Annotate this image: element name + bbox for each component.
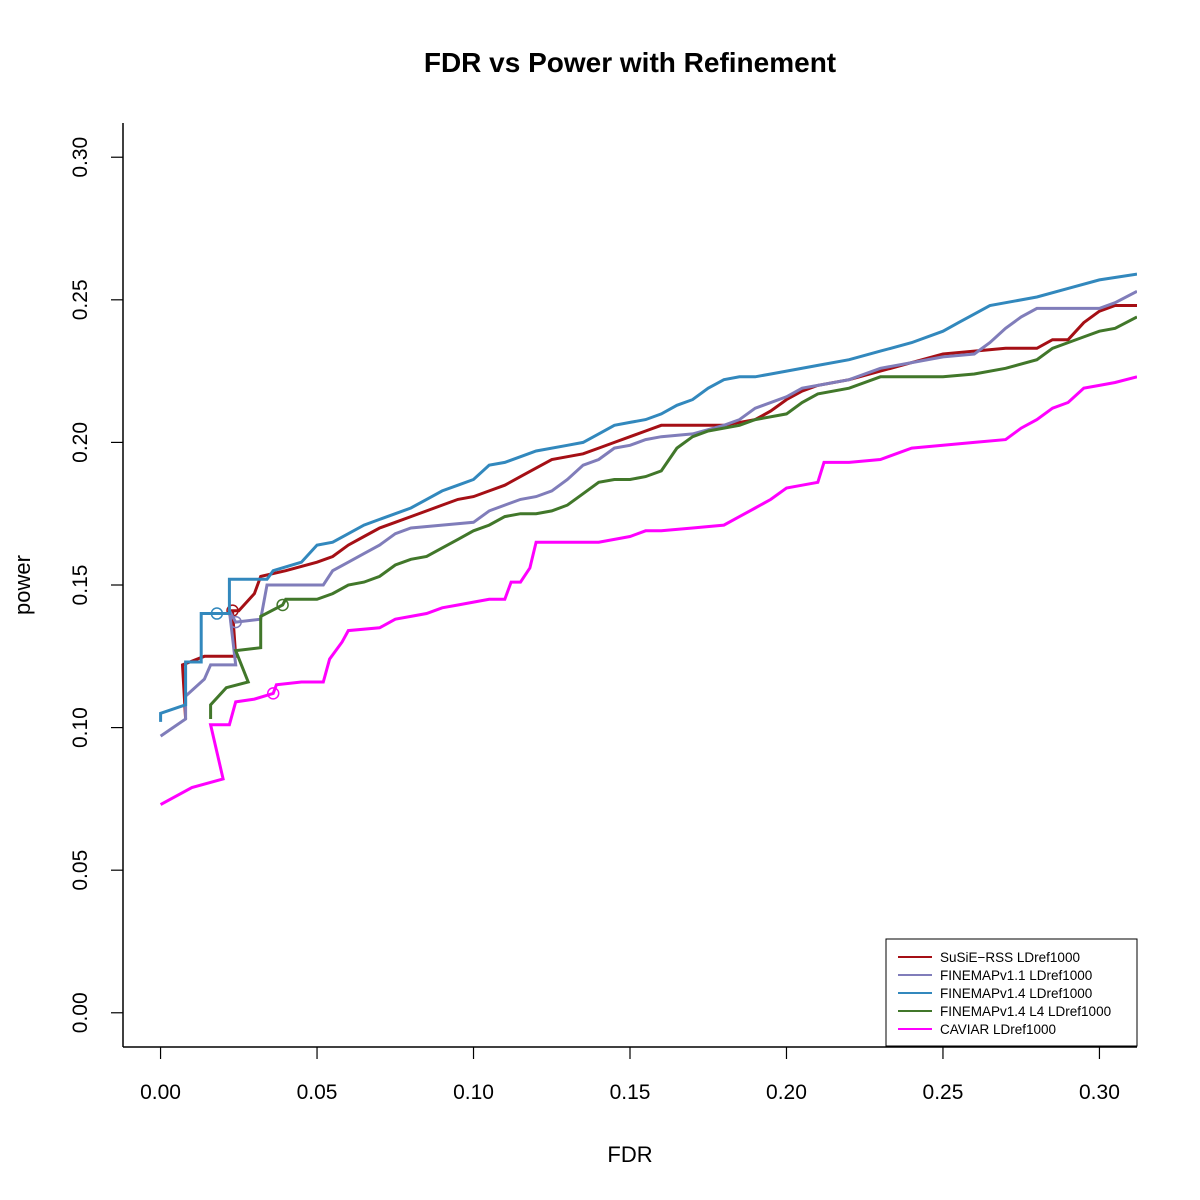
series-marker-3: [276, 598, 289, 612]
legend-label-finemap11: FINEMAPv1.1 LDref1000: [940, 968, 1092, 983]
series-line-3: [209, 315, 1137, 719]
series-3: [209, 315, 1137, 719]
y-tick-label: 0.00: [69, 992, 92, 1033]
series-2: [159, 272, 1137, 722]
series-0: [180, 304, 1137, 720]
legend-label-caviar: CAVIAR LDref1000: [940, 1022, 1056, 1037]
series-marker-4: [266, 687, 280, 700]
legend-label-finemap14-l4: FINEMAPv1.4 L4 LDref1000: [940, 1004, 1111, 1019]
series-4: [159, 375, 1137, 806]
y-tick-label: 0.25: [69, 279, 92, 320]
x-tick-label: 0.10: [453, 1081, 494, 1104]
series-layer: [159, 272, 1137, 806]
y-tick-label: 0.20: [69, 422, 92, 463]
chart-title: FDR vs Power with Refinement: [424, 47, 836, 78]
series-marker-2: [210, 607, 224, 620]
series-line-1: [159, 289, 1137, 738]
x-tick-label: 0.00: [140, 1081, 181, 1104]
legend-entry-susie: SuSiE−RSS LDref1000: [898, 950, 1080, 965]
series-marker-1: [229, 615, 242, 629]
x-tick-label: 0.15: [610, 1081, 651, 1104]
x-tick-label: 0.05: [297, 1081, 338, 1104]
y-tick-label: 0.10: [69, 707, 92, 748]
legend-entry-finemap11: FINEMAPv1.1 LDref1000: [898, 968, 1092, 983]
legend: SuSiE−RSS LDref1000 FINEMAPv1.1 LDref100…: [885, 938, 1138, 1047]
x-axis: 0.00 0.05 0.10 0.15 0.20 0.25 0.30: [140, 1047, 1120, 1104]
y-tick-label: 0.15: [69, 565, 92, 606]
x-tick-label: 0.25: [923, 1081, 964, 1104]
series-1: [159, 289, 1137, 738]
series-line-2: [159, 272, 1137, 722]
legend-entry-finemap14-l4: FINEMAPv1.4 L4 LDref1000: [898, 1004, 1111, 1019]
series-line-0: [180, 304, 1137, 720]
x-axis-label: FDR: [607, 1142, 652, 1167]
y-tick-label: 0.05: [69, 850, 92, 891]
y-tick-label: 0.30: [69, 137, 92, 178]
y-axis: 0.00 0.05 0.10 0.15 0.20 0.25 0.30: [69, 137, 123, 1033]
legend-entry-finemap14: FINEMAPv1.4 LDref1000: [898, 986, 1092, 1001]
legend-label-susie: SuSiE−RSS LDref1000: [940, 950, 1080, 965]
legend-entry-caviar: CAVIAR LDref1000: [898, 1022, 1056, 1037]
x-tick-label: 0.20: [766, 1081, 807, 1104]
legend-label-finemap14: FINEMAPv1.4 LDref1000: [940, 986, 1092, 1001]
y-axis-label: power: [10, 555, 35, 615]
series-line-4: [159, 375, 1137, 806]
x-tick-label: 0.30: [1079, 1081, 1120, 1104]
